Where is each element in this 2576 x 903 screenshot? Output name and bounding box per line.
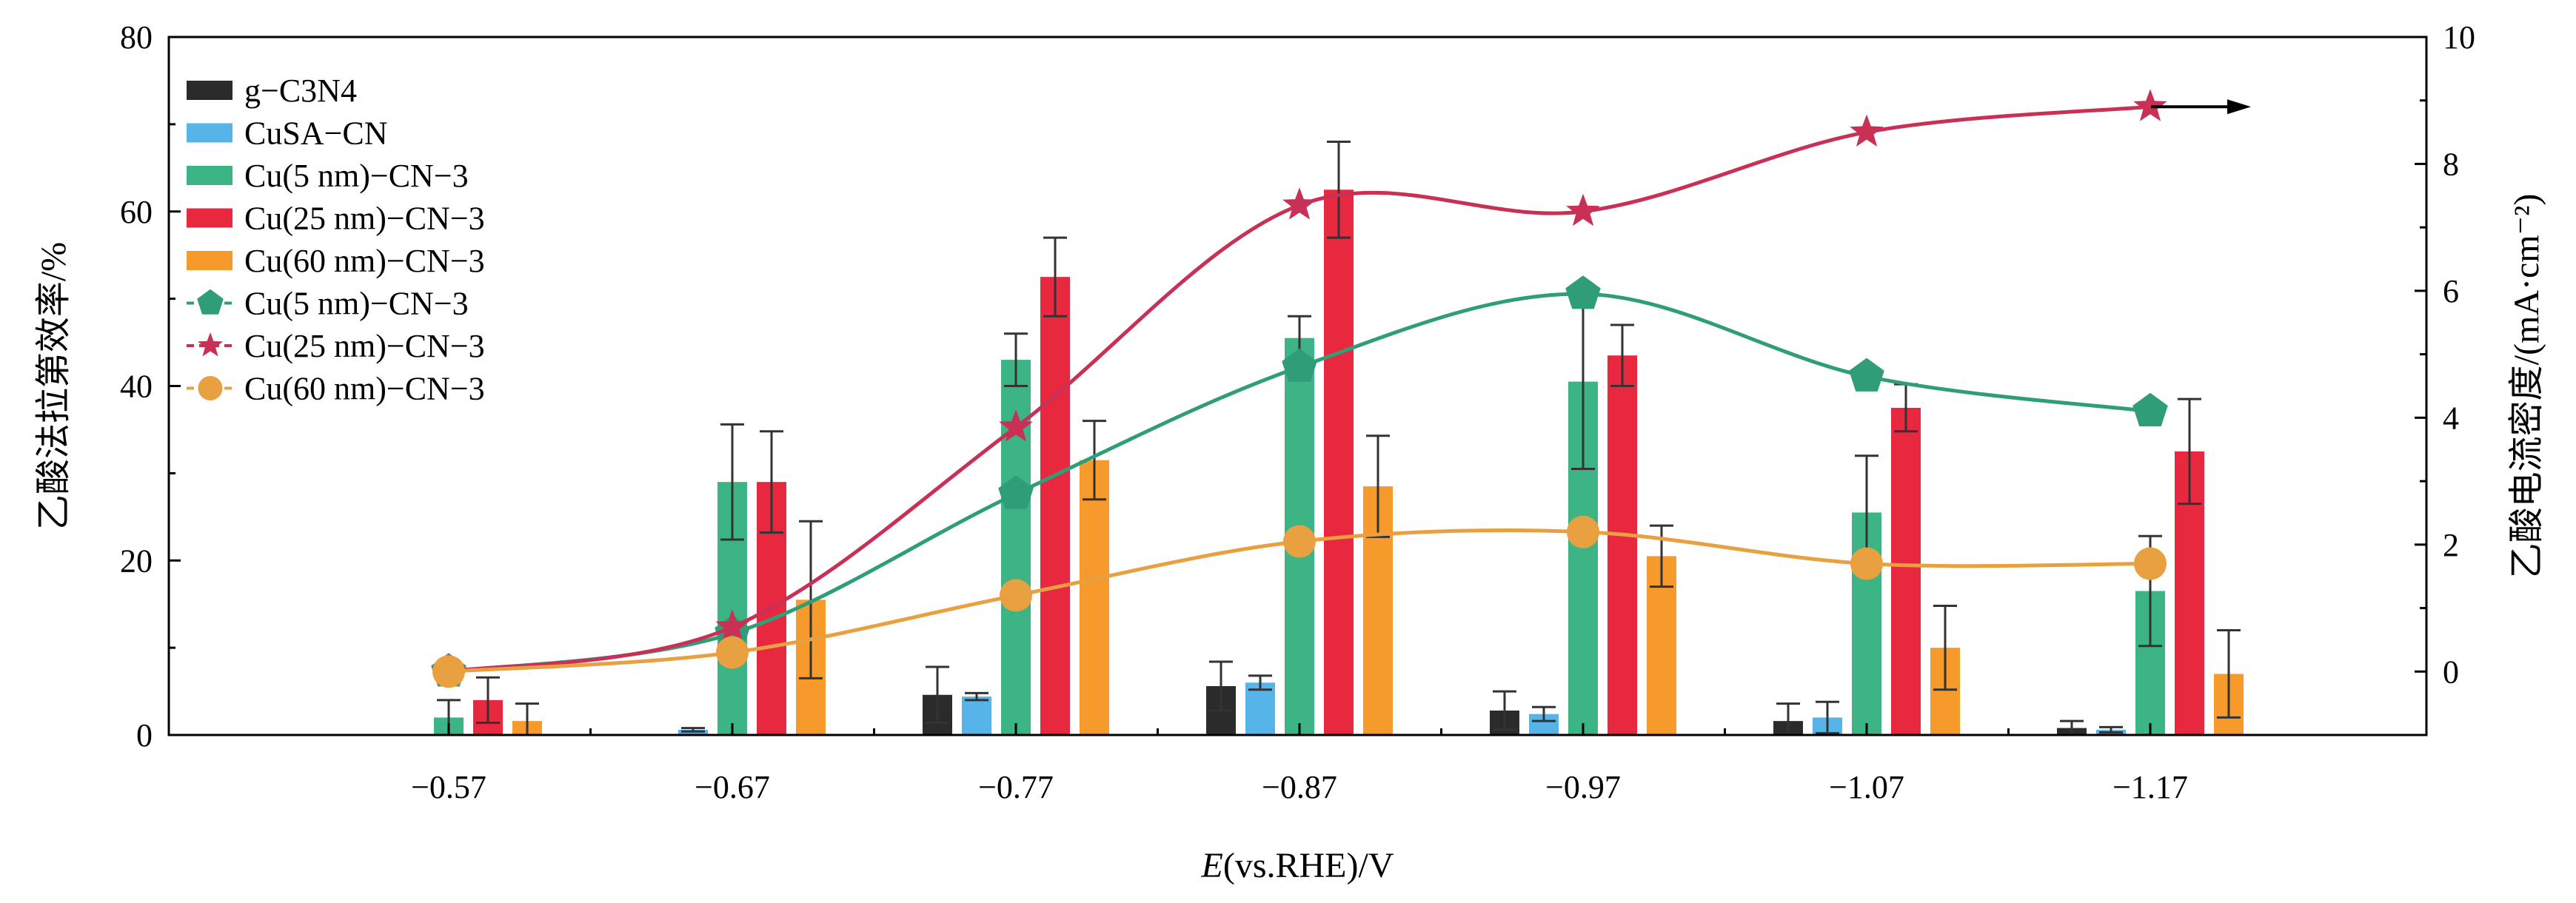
- marker-pentagon: [1849, 357, 1884, 392]
- marker-star: [2133, 89, 2167, 121]
- lines-layer: [431, 89, 2168, 688]
- marker-star: [999, 409, 1033, 442]
- bar: [1608, 355, 1637, 735]
- marker-pentagon: [998, 475, 1034, 509]
- bar: [1891, 407, 1921, 735]
- legend-swatch-bar: [187, 166, 232, 185]
- bar: [1040, 277, 1070, 735]
- marker-circle: [1000, 579, 1032, 612]
- marker-star: [1566, 193, 1600, 226]
- marker-circle: [1850, 547, 1883, 580]
- bar: [1324, 189, 1354, 735]
- x-tick-label: −1.17: [2112, 769, 2188, 805]
- marker-pentagon: [197, 289, 224, 315]
- marker-star: [1282, 187, 1317, 220]
- legend-swatch-bar: [187, 251, 232, 270]
- marker-star: [715, 609, 749, 642]
- y-tick-label: 80: [120, 19, 153, 56]
- y2-tick-label: 2: [2443, 527, 2459, 563]
- legend-label: Cu(60 nm)−CN−3: [244, 243, 485, 279]
- marker-circle: [198, 376, 223, 400]
- x-axis-title-unit: (vs.RHE)/V: [1223, 846, 1394, 885]
- bar: [962, 696, 991, 735]
- marker-circle: [2134, 547, 2167, 580]
- marker-star: [197, 332, 224, 357]
- y2-tick-label: 4: [2443, 400, 2459, 436]
- axes-layer: 0 20 40 60 80 0 2 4 6 8 10 −0.57 −0.67 −0.77 −0.87 −0.9…: [34, 19, 2546, 885]
- legend-label: CuSA−CN: [244, 115, 388, 152]
- legend-label: Cu(5 nm)−CN−3: [244, 158, 469, 194]
- bar: [1245, 682, 1275, 735]
- x-tick-label: −0.67: [695, 769, 770, 805]
- legend-label: Cu(60 nm)−CN−3: [244, 371, 485, 407]
- marker-circle: [1283, 525, 1316, 558]
- y2-tick-label: 8: [2443, 146, 2459, 182]
- x-tick-label: −0.97: [1545, 769, 1621, 805]
- y2-tick-label: 10: [2443, 19, 2475, 56]
- bars-layer: [434, 140, 2244, 736]
- marker-circle: [1567, 515, 1599, 548]
- x-axis-title-variable: E: [1201, 846, 1223, 885]
- marker-pentagon: [1565, 275, 1601, 309]
- right-axis-arrow-head: [2227, 99, 2251, 115]
- legend: g−C3N4 CuSA−CN Cu(5 nm)−CN−3 Cu(25 nm)−CN−3…: [187, 73, 485, 407]
- legend-swatch-bar: [187, 81, 232, 100]
- legend-label: Cu(5 nm)−CN−3: [244, 286, 469, 322]
- legend-label: g−C3N4: [244, 73, 357, 109]
- marker-pentagon: [1282, 348, 1317, 382]
- y-axis-title: 乙酸法拉第效率/%: [34, 242, 73, 530]
- x-tick-label: −1.07: [1829, 769, 1904, 805]
- y-tick-label: 40: [120, 369, 153, 405]
- legend-swatch-bar: [187, 123, 232, 143]
- y-tick-label: 0: [136, 717, 153, 753]
- y-tick-label: 20: [120, 543, 153, 579]
- x-tick-label: −0.87: [1262, 769, 1337, 805]
- marker-circle: [716, 636, 749, 669]
- marker-circle: [432, 655, 465, 688]
- legend-label: Cu(25 nm)−CN−3: [244, 328, 485, 364]
- x-axis-title: E(vs.RHE)/V: [1201, 846, 1394, 885]
- x-tick-label: −0.77: [978, 769, 1054, 805]
- bar: [1080, 460, 1109, 735]
- y2-tick-label: 0: [2443, 654, 2459, 690]
- legend-label: Cu(25 nm)−CN−3: [244, 201, 485, 237]
- y2-tick-label: 6: [2443, 273, 2459, 309]
- marker-pentagon: [2132, 392, 2168, 426]
- y-tick-label: 60: [120, 194, 153, 230]
- legend-swatch-bar: [187, 208, 232, 228]
- x-tick-label: −0.57: [411, 769, 486, 805]
- y2-axis-title: 乙酸电流密度/(mA·cm⁻²): [2507, 194, 2546, 579]
- marker-star: [1850, 114, 1884, 147]
